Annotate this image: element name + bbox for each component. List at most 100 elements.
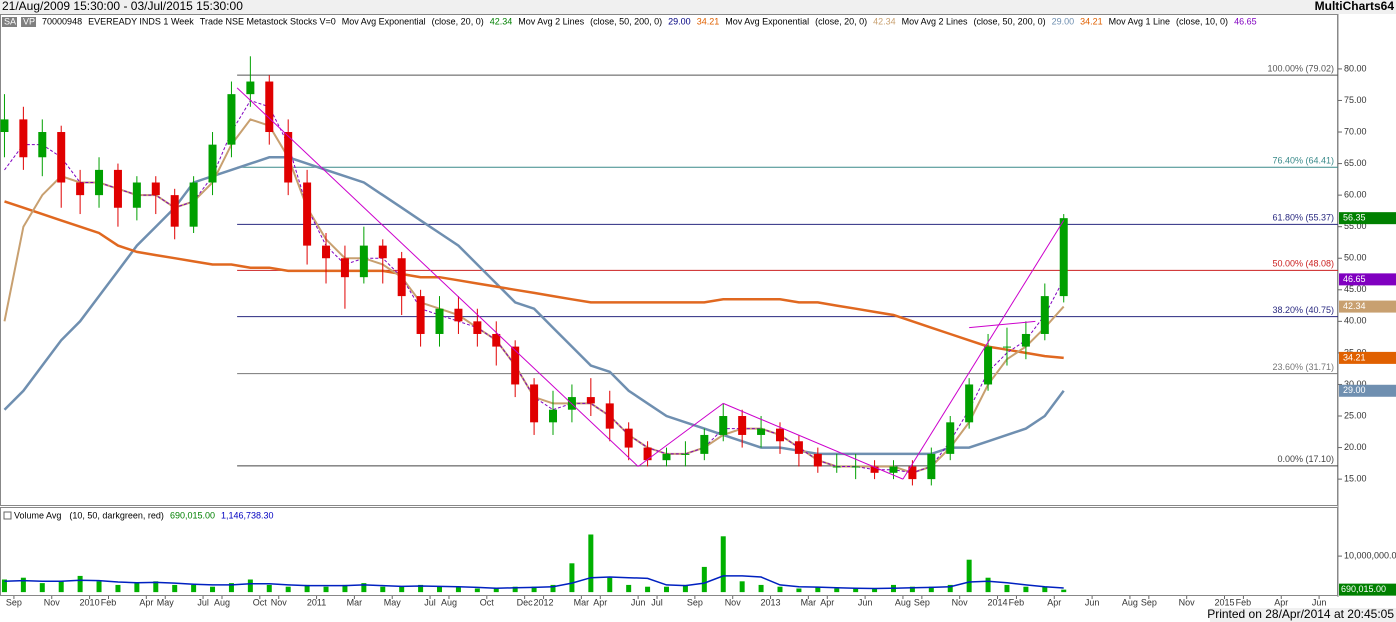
fib-label: 50.00% (48.08): [1272, 259, 1334, 269]
candle-body: [76, 182, 85, 196]
status-item: Mov Avg 1 Line: [1109, 16, 1170, 26]
volume-bar: [815, 586, 821, 593]
candle-body: [378, 245, 387, 259]
candle-body: [57, 132, 66, 183]
status-item: (close, 20, 0): [815, 16, 867, 26]
candle-body: [605, 403, 614, 429]
candle-body: [530, 384, 539, 423]
date-range: 21/Aug/2009 15:30:00 - 03/Jul/2015 15:30…: [2, 0, 243, 13]
x-tick-label: 2014: [988, 597, 1008, 607]
candle-body: [208, 144, 217, 183]
trend-line: [969, 320, 1036, 329]
status-item: 46.65: [1234, 16, 1257, 26]
volume-bar: [1042, 586, 1048, 593]
candle-body: [700, 434, 709, 454]
pane-title: Volume Avg: [14, 510, 61, 520]
trend-line: [723, 402, 904, 480]
volume-bar: [664, 586, 669, 593]
x-tick-label: Mar: [801, 597, 817, 607]
volume-bar: [474, 588, 480, 593]
x-tick-label: May: [157, 597, 175, 607]
candle-body: [151, 182, 160, 196]
candle-body: [738, 416, 747, 435]
x-tick-label: Sep: [1141, 597, 1157, 607]
moving-average: [3, 156, 1065, 456]
volume-bar: [1, 579, 7, 593]
candle-body: [473, 321, 482, 334]
x-tick-label: Apr: [593, 597, 607, 607]
fib-label: 0.00% (17.10): [1277, 454, 1334, 464]
volume-pane: [0, 507, 1338, 596]
status-item: (close, 10, 0): [1176, 16, 1228, 26]
price-tag-label: 42.34: [1343, 301, 1366, 311]
x-tick-label: Nov: [271, 597, 288, 607]
status-item: SA: [4, 16, 16, 26]
x-tick-label: Sep: [6, 597, 22, 607]
y-tick-label: 10,000,000.00: [1344, 550, 1396, 560]
x-tick-label: Aug: [441, 597, 457, 607]
volume-bar: [304, 584, 310, 593]
volume-bar: [58, 581, 64, 593]
candle-body: [435, 308, 444, 334]
x-tick-label: Oct: [253, 597, 268, 607]
x-tick-label: Nov: [1179, 597, 1196, 607]
candle-body: [170, 195, 179, 227]
volume-bar: [531, 586, 537, 593]
candle-body: [246, 81, 255, 95]
candle-body: [322, 245, 331, 259]
candle-body: [1059, 218, 1068, 297]
volume-bar: [947, 584, 953, 593]
status-item: 70000948: [42, 16, 82, 26]
candle-body: [38, 132, 47, 158]
volume-bar: [966, 559, 972, 593]
y-tick-label: 15.00: [1344, 473, 1367, 483]
candle-body: [757, 428, 766, 435]
x-tick-label: Mar: [347, 597, 363, 607]
y-tick-label: 80.00: [1344, 63, 1367, 73]
volume-bar: [172, 584, 178, 593]
volume-bar: [247, 579, 253, 593]
candle-body: [19, 119, 28, 158]
status-item: VP: [23, 16, 35, 26]
status-item: (close, 50, 200, 0): [974, 16, 1046, 26]
y-tick-label: 20.00: [1344, 442, 1367, 452]
x-tick-label: 2013: [761, 597, 781, 607]
candle-body: [1021, 333, 1030, 347]
pane-value: 690,015.00: [170, 510, 215, 520]
volume-bar: [909, 586, 915, 593]
candle-body: [870, 466, 879, 473]
volume-bar: [872, 588, 878, 593]
status-item: EVEREADY INDS 1 Week: [88, 16, 194, 26]
candle-body: [624, 428, 633, 448]
y-tick-label: 75.00: [1344, 95, 1367, 105]
volume-bar: [323, 586, 329, 593]
volume-bar: [701, 566, 707, 593]
volume-bar: [380, 586, 386, 593]
volume-bar: [928, 586, 934, 593]
x-tick-label: Jul: [424, 597, 436, 607]
y-tick-label: 25.00: [1344, 410, 1367, 420]
volume-bar: [550, 584, 556, 593]
volume-bar: [228, 583, 234, 593]
trend-line: [236, 87, 639, 467]
status-item: 29.00: [1052, 16, 1075, 26]
app-name: MultiCharts64: [1315, 0, 1395, 13]
volume-bar: [399, 586, 405, 593]
candle-body: [889, 466, 898, 473]
price-tag: [1339, 212, 1396, 225]
x-tick-label: Apr: [820, 597, 834, 607]
volume-bar: [153, 581, 159, 593]
x-tick-label: Feb: [1009, 597, 1025, 607]
print-info: Printed on 28/Apr/2014 at 20:45:05: [1207, 607, 1394, 621]
price-tag: [1339, 351, 1396, 364]
volume-bar: [1023, 586, 1029, 593]
x-tick-label: 2015: [1214, 597, 1234, 607]
x-tick-label: Oct: [480, 597, 495, 607]
candle-body: [492, 333, 501, 347]
fib-label: 38.20% (40.75): [1272, 305, 1334, 315]
candle-body: [832, 466, 841, 468]
volume-bar: [682, 584, 688, 593]
volume-bar: [758, 584, 764, 593]
x-tick-label: 2012: [534, 597, 554, 607]
candle-body: [189, 182, 198, 227]
